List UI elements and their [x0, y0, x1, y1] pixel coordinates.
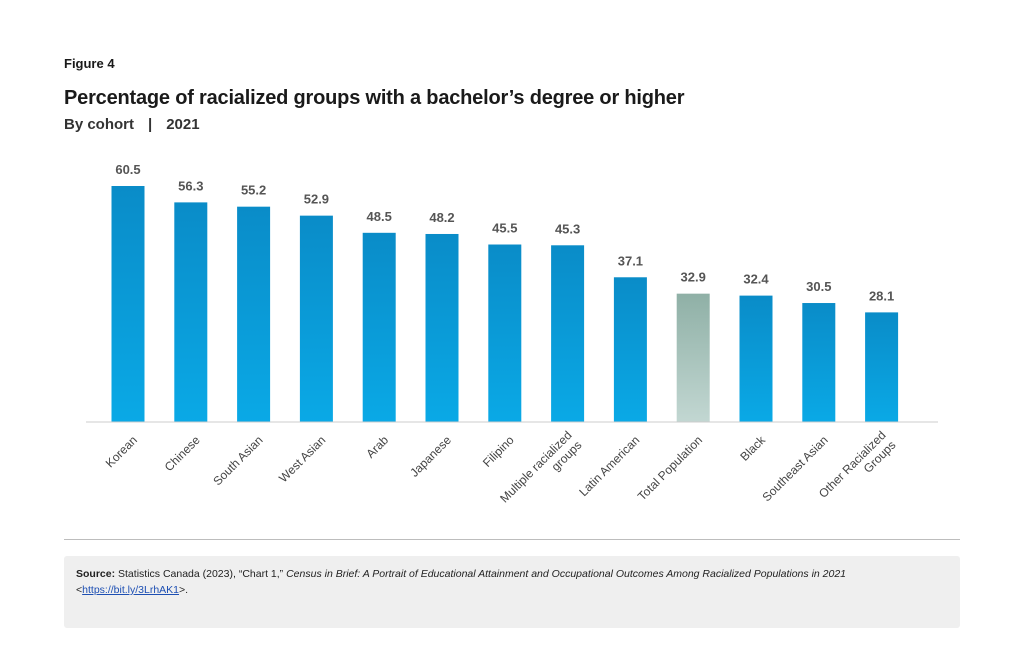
chart-subtitle: By cohort | 2021 [64, 116, 200, 133]
bar-filipino [488, 244, 522, 422]
tick-label-filipino: Filipino [480, 433, 517, 470]
bar-other-racialized-groups [865, 312, 899, 422]
x-tick-labels: Korean Chinese South Asian West Asian Arab Ja… [103, 428, 899, 511]
tick-label-black: Black [737, 432, 768, 463]
value-label-west-asian: 52.9 [304, 192, 329, 207]
value-label-other-racialized-groups: 28.1 [869, 288, 894, 303]
value-label-total-population: 32.9 [681, 270, 706, 285]
value-label-south-asian: 55.2 [241, 183, 266, 198]
bar-arab [362, 232, 396, 422]
chart-title: Percentage of racialized groups with a b… [64, 87, 685, 109]
tick-label-arab: Arab [363, 433, 391, 461]
bar-japanese [425, 233, 459, 422]
bar-south-asian [237, 206, 271, 422]
bar-multiple-racialized-groups [551, 245, 585, 422]
value-label-korean: 60.5 [115, 162, 140, 177]
source-label: Source: [76, 568, 116, 580]
value-label-filipino: 45.5 [492, 221, 517, 236]
subtitle-year: 2021 [166, 116, 200, 133]
value-label-chinese: 56.3 [178, 178, 203, 193]
value-label-arab: 48.5 [367, 209, 392, 224]
bar-latin-american [613, 277, 647, 422]
bar-total-population [676, 293, 710, 422]
tick-label-west-asian: West Asian [276, 433, 328, 485]
bar-chinese [174, 202, 208, 422]
tick-label-japanese: Japanese [407, 433, 454, 480]
source-publication: Census in Brief: A Portrait of Education… [286, 568, 847, 580]
divider [64, 539, 960, 540]
source-link-close: >. [179, 584, 189, 596]
source-note: Source: Statistics Canada (2023), “Chart… [64, 556, 960, 628]
tick-label-south-asian: South Asian [210, 433, 265, 488]
bar-chart: 60.5 56.3 55.2 52.9 48.5 48.2 45.5 45.3 37.1 32.9… [86, 162, 938, 511]
source-link-open: < [76, 584, 83, 596]
value-label-latin-american: 37.1 [618, 253, 643, 268]
source-link[interactable]: https://bit.ly/3LrhAK1 [82, 584, 180, 596]
bar-black [739, 295, 773, 422]
bars-group: 60.5 56.3 55.2 52.9 48.5 48.2 45.5 45.3 37.1 32.9… [111, 162, 899, 422]
source-text: Statistics Canada (2023), “Chart 1,” [115, 568, 287, 580]
value-label-black: 32.4 [743, 272, 769, 287]
value-label-southeast-asian: 30.5 [806, 279, 831, 294]
tick-label-korean: Korean [103, 433, 140, 470]
tick-label-total-population: Total Population [635, 433, 705, 503]
subtitle-cohort: By cohort [64, 116, 135, 133]
bar-west-asian [299, 215, 333, 422]
tick-label-chinese: Chinese [162, 433, 203, 474]
value-label-multiple-racialized-groups: 45.3 [555, 221, 580, 236]
bar-korean [111, 186, 145, 422]
subtitle-separator: | [148, 116, 153, 133]
value-label-japanese: 48.2 [429, 210, 454, 225]
figure-label: Figure 4 [64, 56, 115, 71]
bar-southeast-asian [802, 303, 836, 422]
tick-label-other-racialized-groups: Other RacializedGroups [816, 428, 899, 511]
tick-label-latin-american: Latin American [576, 433, 642, 499]
